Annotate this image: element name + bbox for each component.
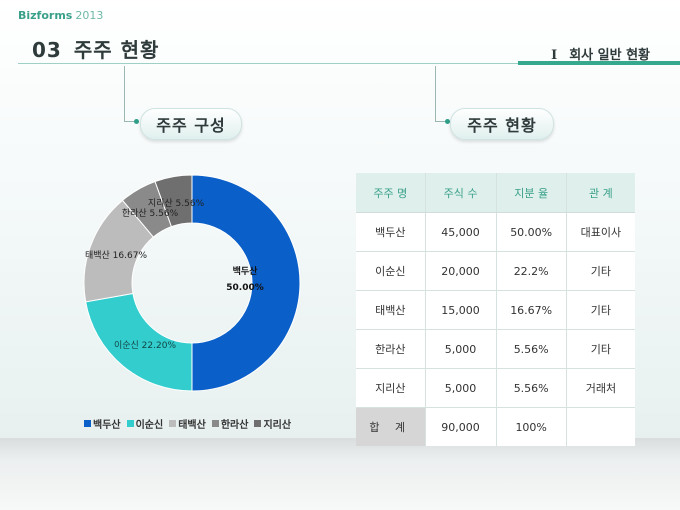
legend-swatch: [254, 420, 262, 427]
header-accent-bar: [518, 61, 680, 65]
page-number: 03: [32, 38, 62, 62]
cell-shares: 45,000: [425, 212, 497, 252]
shareholder-table: 주주 명 주식 수 지분 율 관 계 백두산 45,000 50.00% 대표이…: [356, 173, 635, 446]
right-panel-title: 주주 현황: [450, 108, 554, 140]
cell-shares: 5,000: [425, 368, 497, 408]
connector-right-h: [435, 121, 447, 122]
slice-label-4: 한라산 5.56%: [122, 208, 179, 219]
donut-slice-2: [85, 292, 193, 392]
section-label: I 회사 일반 현황: [551, 44, 650, 63]
connector-left: [124, 66, 125, 121]
legend-item-4: 한라산: [211, 416, 249, 431]
table-row: 이순신 20,000 22.2% 기타: [356, 251, 635, 291]
section-title: 회사 일반 현황: [569, 48, 650, 63]
table-row: 지리산 5,000 5.56% 거래처: [356, 368, 635, 408]
cell-relation: 기타: [566, 329, 635, 369]
brand: Bizforms 2013: [18, 9, 104, 22]
cell-name: 지리산: [356, 368, 426, 408]
cell-relation: 기타: [566, 251, 635, 291]
donut-slice-5: [154, 174, 193, 228]
col-header-relation: 관 계: [566, 173, 635, 213]
legend-item-5: 지리산: [254, 416, 291, 431]
connector-left-dot: [134, 119, 139, 124]
total-shares: 90,000: [425, 407, 497, 446]
cell-shares: 5,000: [425, 329, 497, 369]
legend-item-3: 태백산: [169, 416, 206, 431]
slice-label-3: 태백산 16.67%: [85, 250, 147, 261]
floor-reflection: [0, 438, 680, 510]
total-label: 합 계: [356, 407, 426, 446]
legend-swatch: [169, 420, 177, 427]
donut-slice-1: [191, 174, 301, 392]
table-header-row: 주주 명 주식 수 지분 율 관 계: [356, 173, 635, 213]
cell-shares: 20,000: [425, 251, 497, 291]
cell-name: 한라산: [356, 329, 426, 369]
donut-chart: 백두산 50.00% 이순신 22.20% 태백산 16.67% 한라산 5.56% 지리…: [70, 168, 330, 443]
header-divider: [18, 63, 518, 64]
cell-relation: 대표이사: [566, 212, 635, 252]
cell-ratio: 5.56%: [496, 329, 567, 369]
slice-label-2: 이순신 22.20%: [114, 340, 176, 351]
slice-label-5: 지리산 5.56%: [148, 198, 205, 209]
cell-relation: 거래처: [566, 368, 635, 408]
cell-name: 이순신: [356, 251, 426, 291]
section-roman: I: [551, 48, 558, 63]
table-row: 한라산 5,000 5.56% 기타: [356, 329, 635, 369]
legend-item-2: 이순신: [126, 416, 164, 431]
cell-relation: 기타: [566, 290, 635, 330]
legend-item-1: 백두산: [84, 416, 121, 431]
legend-label: 태백산: [178, 420, 206, 431]
connector-right: [435, 66, 436, 121]
slice-label-1: 백두산 50.00%: [226, 265, 264, 293]
page-title-text: 주주 현황: [73, 38, 160, 62]
cell-ratio: 5.56%: [496, 368, 567, 408]
cell-ratio: 22.2%: [496, 251, 567, 291]
legend-swatch: [126, 420, 134, 427]
table-total-row: 합 계 90,000 100%: [356, 407, 635, 447]
cell-ratio: 16.67%: [496, 290, 567, 330]
cell-shares: 15,000: [425, 290, 497, 330]
connector-left-h: [124, 121, 136, 122]
col-header-shares: 주식 수: [425, 173, 497, 213]
total-ratio: 100%: [496, 407, 567, 446]
legend-label: 백두산: [93, 420, 121, 431]
legend-label: 이순신: [135, 420, 164, 431]
table-row: 백두산 45,000 50.00% 대표이사: [356, 212, 635, 252]
table-row: 태백산 15,000 16.67% 기타: [356, 290, 635, 330]
col-header-ratio: 지분 율: [496, 173, 567, 213]
cell-ratio: 50.00%: [496, 212, 567, 252]
page-title: 03 주주 현황: [32, 34, 159, 63]
donut-svg: 백두산 50.00% 이순신 22.20% 태백산 16.67% 한라산 5.56%지리…: [83, 174, 301, 392]
legend-swatch: [84, 420, 91, 427]
col-header-name: 주주 명: [356, 173, 426, 213]
total-relation: [566, 408, 635, 447]
chart-legend: 백두산 이순신 태백산 한라산 지리산: [84, 416, 291, 431]
connector-right-dot: [445, 119, 450, 124]
cell-name: 태백산: [356, 290, 426, 330]
cell-name: 백두산: [356, 212, 426, 252]
legend-label: 한라산: [220, 420, 249, 431]
legend-swatch: [211, 420, 219, 427]
left-panel-title: 주주 구성: [140, 108, 242, 140]
legend-label: 지리산: [263, 420, 292, 431]
